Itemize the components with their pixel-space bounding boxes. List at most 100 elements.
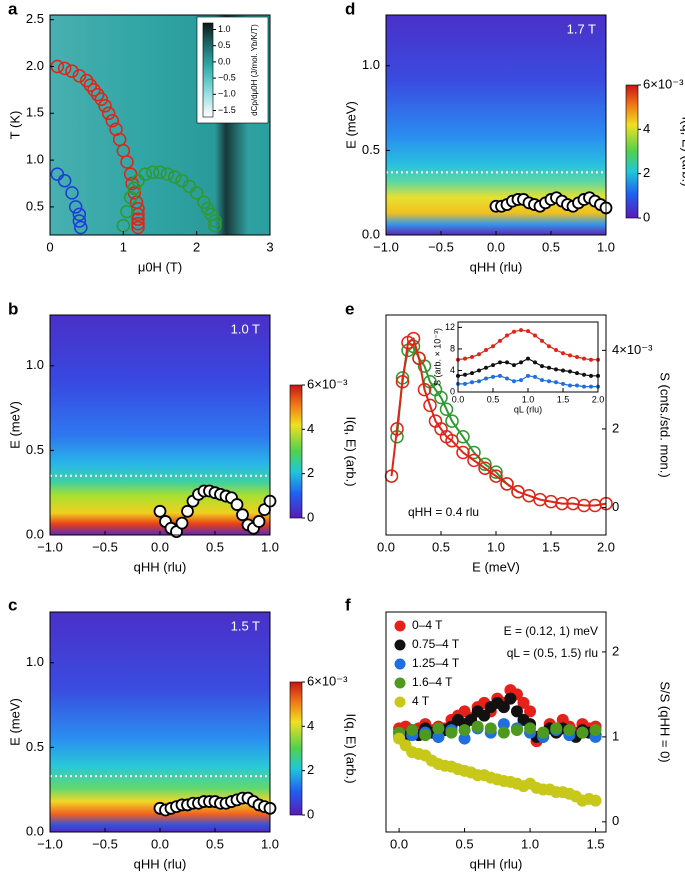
colorbar-label: I(q, E) (arb.) [344, 416, 359, 486]
data-point [582, 356, 586, 361]
data-point [526, 373, 530, 378]
x-axis-label: qHH (rlu) [134, 559, 187, 574]
y-tick-label: 8 [450, 343, 455, 353]
x-tick-label: 0.5 [542, 239, 560, 254]
data-point [484, 722, 497, 735]
data-point [72, 69, 87, 83]
x-tick-label: 0.0 [151, 539, 169, 554]
x-tick-label: 1.0 [521, 836, 539, 851]
legend-label: 0–4 T [412, 618, 443, 632]
data-point [463, 372, 467, 377]
x-tick-label: −1.0 [373, 239, 399, 254]
x-tick-label: 3 [266, 239, 273, 254]
y-tick-label: 4 [450, 365, 455, 375]
x-tick-label: 0.0 [452, 394, 465, 404]
colorbar-label: dCp/dμ0H (J/mol. Yb/K/T) [250, 24, 259, 116]
data-point [57, 61, 72, 76]
data-point [153, 165, 167, 180]
data-point [120, 204, 134, 219]
plot-frame [385, 611, 607, 833]
x-tick-label: 1.5 [557, 394, 570, 404]
data-point [120, 155, 134, 169]
data-point [456, 445, 470, 460]
data-point [83, 78, 98, 92]
y-tick-label: 1.0 [26, 654, 44, 669]
data-point [208, 214, 222, 228]
y-axis-label: S (arb. × 10⁻³) [432, 328, 442, 386]
data-point [589, 794, 602, 807]
data-point [484, 365, 488, 370]
data-point [563, 724, 576, 737]
data-point [505, 376, 509, 381]
data-point [419, 729, 432, 742]
data-point [524, 722, 537, 735]
colorbar [289, 681, 303, 816]
annotation: qL = (0.5, 1.5) rlu [507, 646, 598, 660]
data-point [577, 498, 591, 513]
x-tick-label: 1.5 [542, 539, 560, 554]
data-point [526, 329, 530, 334]
legend-label: 0.75–4 T [412, 637, 460, 651]
data-point [519, 378, 523, 383]
panel-letter: a [8, 0, 18, 18]
panel-letter: f [345, 595, 351, 614]
x-tick-label: 1.0 [487, 539, 505, 554]
data-point [467, 453, 481, 468]
data-point [65, 186, 79, 200]
x-tick-label: −0.5 [92, 836, 118, 851]
data-point [512, 363, 516, 368]
x-tick-label: −0.5 [428, 239, 454, 254]
data-point [517, 696, 530, 709]
data-point [463, 381, 467, 386]
legend-label: 1.6–4 T [412, 675, 453, 689]
panel-letter: d [345, 0, 355, 18]
data-point [252, 515, 266, 528]
y-tick-label: 1.0 [26, 357, 44, 372]
panel-letter: b [8, 299, 18, 318]
x-tick-label: 0.5 [487, 394, 500, 404]
data-point [489, 469, 503, 483]
y-tick-label: 0.5 [362, 142, 380, 157]
data-point [145, 165, 160, 180]
y-tick-label: 0.0 [26, 526, 44, 541]
data-point [236, 508, 249, 522]
data-point [540, 364, 544, 369]
x-tick-label: 0.0 [151, 836, 169, 851]
y-tick-label: 0.0 [362, 226, 380, 241]
data-point [504, 692, 517, 705]
y-axis-label: T (K) [7, 111, 22, 140]
annotation: 1.5 T [231, 618, 260, 633]
data-point [526, 356, 530, 361]
data-point [576, 726, 589, 739]
x-tick-label: 0.0 [390, 836, 408, 851]
data-point [533, 360, 537, 365]
x-tick-label: 1.0 [261, 539, 279, 554]
colorbar-tick-label: −1.0 [218, 89, 236, 99]
data-point [87, 83, 101, 97]
data-point [68, 200, 83, 214]
panel-letter: c [8, 595, 17, 614]
data-point [123, 190, 138, 205]
data-point [470, 355, 474, 359]
data-point [131, 217, 145, 231]
data-point [568, 353, 572, 358]
colorbar-tick-label: 0.5 [218, 40, 231, 50]
data-point [568, 369, 572, 374]
colorbar-tick-label: 6×10⁻³ [307, 376, 348, 391]
data-point [575, 383, 579, 388]
y-tick-label: 2.0 [26, 58, 44, 73]
data-point [131, 220, 145, 235]
data-point [498, 338, 502, 343]
colorbar-tick-label: 2 [307, 465, 314, 480]
data-point [497, 701, 510, 714]
data-point [533, 333, 537, 338]
data-point [498, 373, 502, 378]
colorbar [625, 84, 639, 219]
data-point [432, 730, 445, 743]
x-tick-label: −1.0 [37, 836, 63, 851]
x-tick-label: 2.0 [597, 539, 615, 554]
x-tick-label: 0.0 [377, 539, 395, 554]
legend-marker [394, 620, 406, 632]
data-point [181, 504, 194, 518]
plot-frame [49, 14, 271, 236]
